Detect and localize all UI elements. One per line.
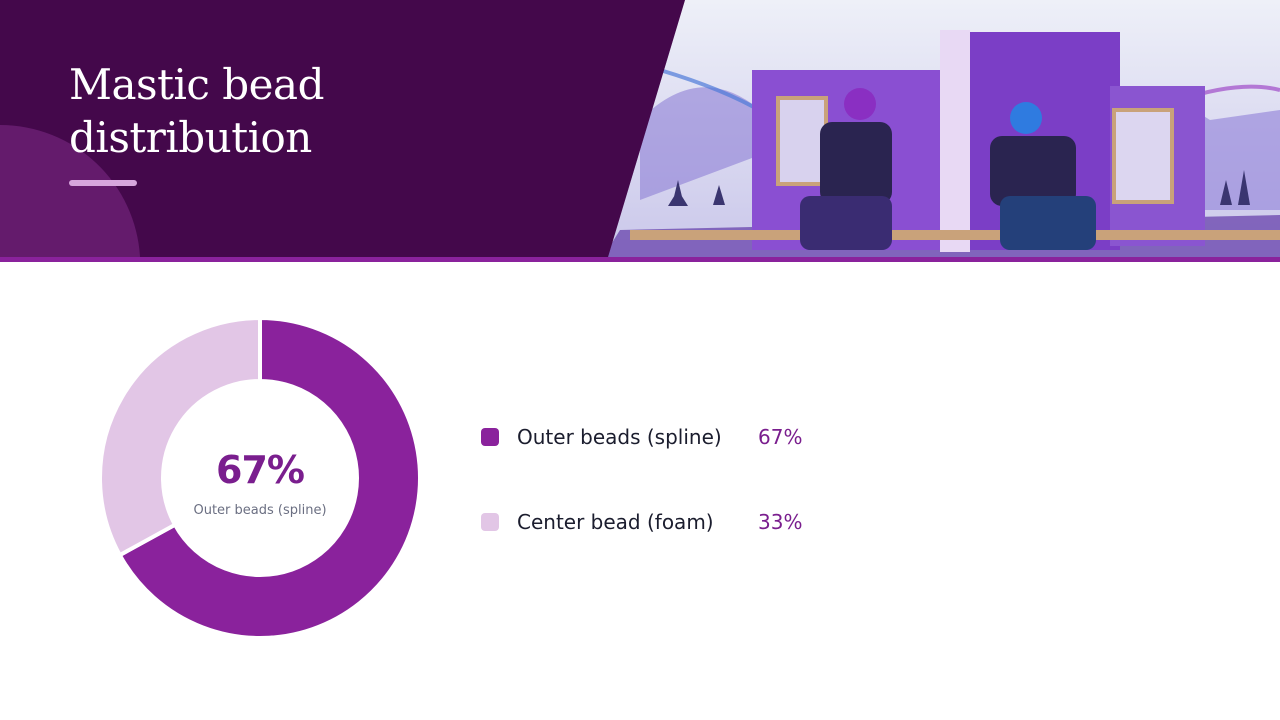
- legend-value-outer-beads: 67%: [758, 425, 803, 449]
- slide-header: Mastic bead distribution: [0, 0, 1280, 262]
- legend-label-center-bead: Center bead (foam): [517, 510, 714, 534]
- header-photo: [600, 0, 1280, 262]
- header-accent-bar: [0, 257, 1280, 262]
- donut-slice-outer-beads: [117, 318, 420, 638]
- title-line-2: distribution: [69, 113, 312, 162]
- legend-label-outer-beads: Outer beads (spline): [517, 425, 722, 449]
- legend-value-center-bead: 33%: [758, 510, 803, 534]
- slide-title: Mastic bead distribution: [69, 58, 324, 164]
- decorative-circle: [0, 124, 140, 257]
- donut-center-value: 67%: [216, 448, 305, 492]
- legend-swatch-outer-beads: [481, 428, 499, 446]
- title-underline: [69, 180, 137, 186]
- title-line-1: Mastic bead: [69, 60, 324, 109]
- legend-swatch-center-bead: [481, 513, 499, 531]
- header-illustration: [0, 0, 1280, 262]
- donut-center-label: Outer beads (spline): [193, 503, 327, 518]
- donut-chart: [100, 318, 420, 638]
- legend-item-center-bead: Center bead (foam) 33%: [481, 505, 881, 541]
- donut-slice-center-bead: [100, 318, 262, 558]
- legend-item-outer-beads: Outer beads (spline) 67%: [481, 420, 881, 456]
